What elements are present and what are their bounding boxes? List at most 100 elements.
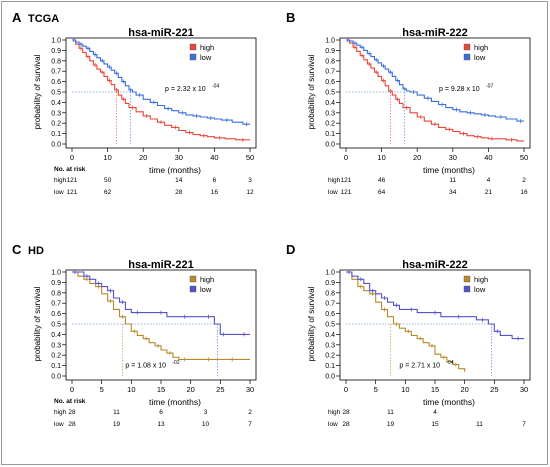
risk-value: 19 [113, 421, 121, 428]
risk-value: 11 [113, 409, 120, 416]
risk-value: 2 [248, 409, 252, 416]
p-value-exponent: -07 [486, 84, 493, 90]
y-tick-label: 0.0 [325, 374, 335, 381]
y-tick-label: 0.6 [51, 79, 61, 86]
y-axis-label: probability of survival [33, 286, 42, 361]
risk-value: 11 [449, 177, 456, 184]
risk-value: 15 [431, 421, 439, 428]
p-value: p = 9.28 x 10 [439, 86, 480, 93]
risk-value: 19 [387, 421, 395, 428]
x-tick-label: 40 [210, 153, 218, 162]
y-tick-label: 0.5 [51, 322, 61, 329]
risk-row-label: high [328, 409, 341, 416]
legend-label: high [200, 275, 214, 284]
y-tick-label: 0.6 [51, 311, 61, 318]
series-line-low [72, 39, 250, 125]
y-tick-label: 1.0 [325, 270, 335, 277]
risk-table-header: No. at risk [54, 398, 86, 405]
y-tick-label: 0.4 [51, 100, 61, 107]
y-tick-label: 0.7 [325, 301, 335, 308]
risk-value: 6 [159, 409, 163, 416]
y-tick-label: 0.8 [51, 58, 61, 65]
y-tick-label: 0.0 [51, 374, 61, 381]
y-axis-label: probability of survival [307, 54, 316, 129]
risk-value: 121 [67, 177, 78, 184]
risk-value: 46 [378, 177, 386, 184]
x-tick-label: 15 [157, 385, 165, 394]
x-tick-label: 10 [401, 385, 409, 394]
risk-value: 28 [342, 421, 350, 428]
risk-row-label: high [54, 409, 67, 416]
risk-value: 2 [522, 177, 526, 184]
x-tick-label: 40 [484, 153, 492, 162]
x-tick-label: 25 [490, 385, 498, 394]
y-tick-label: 0.0 [325, 142, 335, 149]
chart-title: hsa-miR-222 [402, 259, 467, 271]
y-tick-label: 0.9 [51, 48, 61, 55]
y-tick-label: 0.7 [325, 69, 335, 76]
x-tick-label: 30 [175, 153, 183, 162]
risk-table-header: No. at risk [54, 166, 86, 173]
risk-value: 28 [175, 189, 183, 196]
series-line-high [346, 39, 524, 142]
panel-letter: C [12, 242, 22, 257]
y-tick-label: 0.8 [325, 290, 335, 297]
y-tick-label: 0.1 [51, 363, 61, 370]
y-tick-label: 0.0 [51, 142, 61, 149]
x-tick-label: 0 [344, 153, 348, 162]
risk-value: 13 [157, 421, 165, 428]
y-tick-label: 0.2 [51, 121, 61, 128]
legend-swatch [189, 275, 197, 283]
x-tick-label: 5 [374, 385, 378, 394]
x-tick-label: 0 [70, 385, 74, 394]
p-value-exponent: -02 [172, 360, 179, 366]
panel-letter: A [12, 10, 22, 25]
y-tick-label: 0.8 [325, 58, 335, 65]
risk-value: 7 [248, 421, 252, 428]
legend-label: high [200, 43, 214, 52]
risk-row-label: low [328, 189, 338, 196]
legend-swatch [463, 43, 471, 51]
chart-title: hsa-miR-222 [402, 27, 467, 39]
p-value-exponent: -04 [212, 84, 219, 90]
y-tick-label: 0.4 [51, 332, 61, 339]
cohort-label: TCGA [28, 13, 59, 25]
y-tick-label: 0.8 [51, 290, 61, 297]
x-tick-label: 0 [344, 385, 348, 394]
p-value-exponent: -04 [446, 360, 453, 366]
y-tick-label: 0.1 [325, 131, 335, 138]
y-axis-label: probability of survival [33, 54, 42, 129]
x-tick-label: 30 [246, 385, 254, 394]
risk-value: 4 [433, 409, 437, 416]
risk-row-label: high [328, 177, 341, 184]
risk-value: 7 [522, 421, 526, 428]
risk-value: 121 [67, 189, 78, 196]
y-tick-label: 0.5 [325, 90, 335, 97]
y-tick-label: 0.2 [51, 353, 61, 360]
plot-border [339, 37, 531, 149]
cohort-label: HD [28, 245, 44, 257]
panel-letter: D [286, 242, 295, 257]
x-tick-label: 10 [103, 153, 111, 162]
legend-label: high [474, 43, 488, 52]
risk-value: 34 [449, 189, 457, 196]
plot-border [65, 37, 257, 149]
risk-row-label: high [54, 177, 67, 184]
risk-value: 4 [487, 177, 491, 184]
y-tick-label: 0.6 [325, 79, 335, 86]
legend-label: high [474, 275, 488, 284]
y-tick-label: 0.6 [325, 311, 335, 318]
y-tick-label: 0.5 [325, 322, 335, 329]
y-tick-label: 0.9 [325, 48, 335, 55]
x-axis-label: time (months) [149, 397, 201, 407]
risk-value: 11 [476, 421, 483, 428]
y-tick-label: 0.1 [51, 131, 61, 138]
x-tick-label: 20 [139, 153, 147, 162]
risk-value: 16 [211, 189, 219, 196]
risk-value: 121 [341, 177, 352, 184]
risk-value: 6 [213, 177, 217, 184]
risk-value: 28 [68, 409, 76, 416]
risk-value: 121 [341, 189, 352, 196]
